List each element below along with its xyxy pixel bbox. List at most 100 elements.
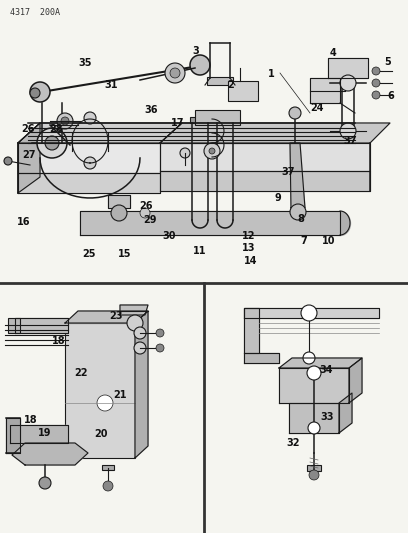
Polygon shape [160,123,390,143]
Circle shape [37,128,67,158]
Text: 18: 18 [24,415,38,425]
Text: 15: 15 [118,249,131,259]
Bar [307,465,321,471]
Circle shape [156,344,164,352]
Circle shape [204,143,220,159]
Circle shape [301,305,317,321]
Circle shape [134,342,146,354]
Polygon shape [289,403,339,433]
Circle shape [372,67,380,75]
Text: 22: 22 [74,368,88,378]
Circle shape [372,79,380,87]
Circle shape [4,157,12,165]
Bar [203,117,211,123]
Text: 3: 3 [193,46,199,55]
Text: 4317  200A: 4317 200A [10,8,60,17]
Text: 13: 13 [242,244,256,253]
Circle shape [39,477,51,489]
Polygon shape [244,308,379,318]
Text: 12: 12 [242,231,256,240]
Circle shape [156,329,164,337]
Polygon shape [18,123,40,193]
Text: 34: 34 [319,366,333,375]
Bar [65,323,135,458]
Text: 19: 19 [38,428,52,438]
Circle shape [170,68,180,78]
Circle shape [30,82,50,102]
Text: 7: 7 [301,236,307,246]
Bar [8,318,20,333]
Polygon shape [15,318,68,333]
Text: 27: 27 [22,150,36,159]
Bar [190,117,198,123]
Circle shape [84,112,96,124]
Polygon shape [135,311,148,458]
Bar [207,77,233,85]
Circle shape [340,123,356,139]
Circle shape [127,315,143,331]
Text: 5: 5 [384,58,391,67]
Polygon shape [244,353,279,363]
Text: 25: 25 [82,249,96,259]
Polygon shape [349,358,362,403]
Text: 32: 32 [286,439,300,448]
Circle shape [340,75,356,91]
Text: 8: 8 [298,214,304,223]
Text: 36: 36 [144,106,158,115]
Bar [102,465,114,470]
Polygon shape [6,418,20,453]
Polygon shape [160,171,370,191]
Circle shape [303,352,315,364]
Bar [228,81,258,101]
Text: 9: 9 [274,193,281,203]
Circle shape [190,55,210,75]
Polygon shape [244,308,259,353]
Polygon shape [18,143,160,173]
Circle shape [308,422,320,434]
Polygon shape [120,305,148,315]
Text: 26: 26 [21,124,35,134]
Text: 20: 20 [94,430,108,439]
Text: 18: 18 [52,336,66,346]
Bar [195,110,240,125]
Circle shape [57,113,73,129]
Polygon shape [279,368,349,403]
Bar [215,117,223,123]
Text: 14: 14 [244,256,258,266]
Polygon shape [290,143,305,208]
Text: 11: 11 [193,246,207,255]
Circle shape [290,204,306,220]
Text: 30: 30 [162,231,176,241]
Polygon shape [328,58,368,78]
Circle shape [84,157,96,169]
Text: 26: 26 [139,201,153,211]
Polygon shape [80,211,340,235]
Text: 21: 21 [113,391,127,400]
Circle shape [309,470,319,480]
Text: 37: 37 [343,136,357,146]
Polygon shape [310,78,340,103]
Polygon shape [339,393,352,433]
Circle shape [45,136,59,150]
Circle shape [372,91,380,99]
Text: 10: 10 [322,236,335,246]
Bar [228,117,236,123]
Text: 6: 6 [388,91,394,101]
Text: 28: 28 [49,124,63,134]
Polygon shape [18,173,160,193]
Text: 4: 4 [329,49,336,58]
Circle shape [61,117,69,125]
Polygon shape [10,425,68,443]
Text: 23: 23 [109,311,123,320]
Polygon shape [108,195,130,208]
Text: 17: 17 [171,118,184,127]
Circle shape [180,148,190,158]
Circle shape [111,205,127,221]
Polygon shape [279,358,362,368]
Polygon shape [160,143,370,171]
Text: 31: 31 [104,80,118,90]
Polygon shape [12,443,88,465]
Polygon shape [65,311,148,323]
Text: 35: 35 [78,58,92,68]
Circle shape [289,107,301,119]
